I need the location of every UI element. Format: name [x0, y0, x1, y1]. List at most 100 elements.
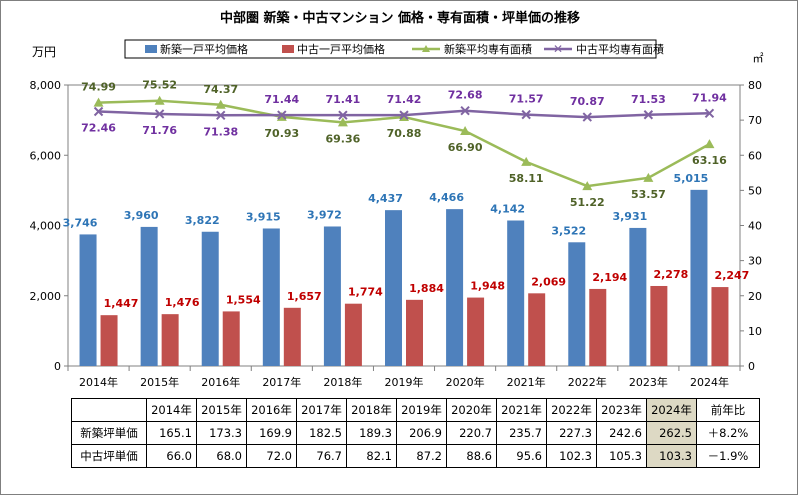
data-label-new-area: 70.88	[387, 127, 422, 140]
table-cell: 105.3	[596, 444, 647, 468]
table-header-row: 2014年 2015年 2016年 2017年 2018年 2019年 2020…	[71, 398, 760, 422]
table-cell: 220.7	[446, 421, 497, 445]
bar-used-price	[406, 299, 423, 366]
data-label-new-price: 3,972	[307, 208, 342, 221]
marker-new-area	[460, 126, 471, 136]
bar-used-price	[161, 314, 179, 366]
bar-new-price	[140, 226, 158, 366]
data-label-new-area: 75.52	[142, 79, 177, 92]
right-axis-tick-label: 40	[748, 220, 762, 233]
table-header-cell: 2020年	[446, 398, 497, 422]
data-label-new-price: 4,142	[490, 203, 525, 216]
bar-used-price	[344, 303, 362, 366]
right-axis-tick-label: 80	[748, 79, 762, 92]
data-label-used-price: 1,774	[348, 286, 383, 299]
x-axis-tick-label: 2024年	[690, 375, 729, 389]
data-label-new-price: 3,915	[246, 210, 281, 223]
table-row-label: 中古坪単価	[71, 444, 147, 468]
legend: 新築一戸平均価格 中古一戸平均価格 新築平均専有面積 ✕ 中古平均専有面積	[124, 39, 664, 59]
data-label-used-area: 71.44	[264, 93, 299, 106]
data-label-new-price: 3,960	[124, 209, 159, 222]
legend-label-used-price: 中古一戸平均価格	[297, 42, 385, 56]
data-label-used-area: 71.41	[326, 93, 361, 106]
marker-used-area	[521, 109, 531, 120]
data-label-new-area: 58.11	[509, 172, 544, 185]
data-label-used-price: 1,554	[226, 293, 261, 306]
data-label-new-area: 74.37	[203, 83, 238, 96]
table-cell: 68.0	[196, 444, 247, 468]
table-header-cell: 2015年	[196, 398, 247, 422]
marker-used-area	[216, 110, 226, 120]
table-cell: 88.6	[446, 444, 497, 468]
data-label-new-price: 3,931	[612, 210, 647, 223]
marker-used-area	[399, 110, 409, 120]
marker-used-area	[582, 112, 592, 122]
x-axis-tick-label: 2020年	[446, 375, 485, 389]
bar-new-price	[446, 209, 464, 366]
table-header-cell: 2017年	[296, 398, 347, 422]
table-corner-cell	[71, 398, 147, 422]
table-cell: 82.1	[346, 444, 397, 468]
data-label-used-area: 71.53	[631, 93, 666, 106]
marker-used-area	[277, 110, 287, 120]
marker-used-area	[704, 108, 715, 119]
table-row-new: 新築坪単価 165.1 173.3 169.9 182.5 189.3 206.…	[71, 421, 760, 445]
bar-new-price	[507, 220, 525, 366]
marker-new-area	[582, 181, 593, 191]
data-label-used-area: 72.46	[81, 121, 116, 134]
legend-label-new-area: 新築平均専有面積	[444, 42, 532, 56]
chart-title: 中部圏 新築・中古マンション 価格・専有面積・坪単価の推移	[220, 10, 580, 26]
x-axis-tick-label: 2015年	[140, 375, 179, 389]
x-axis-tick-label: 2017年	[262, 375, 301, 389]
data-label-used-price: 1,948	[470, 280, 505, 293]
tsubo-price-table: 2014年 2015年 2016年 2017年 2018年 2019年 2020…	[71, 398, 760, 468]
table-cell: 76.7	[296, 444, 347, 468]
right-axis-tick-label: 20	[748, 290, 762, 303]
table-cell: 182.5	[296, 421, 347, 445]
table-header-cell-change: 前年比	[696, 398, 760, 422]
table-header-cell: 2019年	[396, 398, 447, 422]
data-label-used-area: 72.68	[448, 89, 483, 102]
data-label-used-price: 1,884	[409, 282, 444, 295]
data-label-used-area: 71.42	[387, 93, 422, 106]
legend-label-new-price: 新築一戸平均価格	[160, 42, 248, 56]
table-row-label: 新築坪単価	[71, 421, 147, 445]
right-axis-tick-label: 0	[748, 360, 755, 373]
data-label-used-area: 71.76	[142, 124, 177, 137]
table-cell: 102.3	[546, 444, 597, 468]
data-label-used-price: 1,476	[165, 296, 200, 309]
chart: 中部圏 新築・中古マンション 価格・専有面積・坪単価の推移 万円 ㎡ 新築一戸平…	[30, 10, 764, 389]
data-label-new-area: 51.22	[570, 196, 605, 209]
table-cell-change: ＋8.2%	[696, 421, 760, 445]
data-label-used-price: 1,657	[287, 290, 322, 303]
table-cell: 189.3	[346, 421, 397, 445]
data-label-used-price: 1,447	[104, 297, 139, 310]
table-cell: 206.9	[396, 421, 447, 445]
x-axis-tick-label: 2016年	[201, 375, 240, 389]
marker-new-area	[643, 172, 654, 182]
x-axis-tick-label: 2014年	[79, 375, 118, 389]
legend-marker-new-area	[422, 45, 430, 52]
table-row-used: 中古坪単価 66.0 68.0 72.0 76.7 82.1 87.2 88.6…	[71, 444, 760, 468]
table-header-cell: 2016年	[246, 398, 297, 422]
table-cell: 169.9	[246, 421, 297, 445]
legend-label-used-area: 中古平均専有面積	[576, 42, 664, 56]
data-label-used-price: 2,194	[592, 271, 627, 284]
left-axis-unit: 万円	[32, 45, 56, 59]
bar-used-price	[589, 288, 607, 366]
data-label-new-price: 3,822	[185, 214, 220, 227]
legend-swatch-used-price	[282, 45, 294, 53]
data-label-new-area: 69.36	[326, 132, 361, 145]
data-label-new-area: 53.57	[631, 188, 666, 201]
marker-used-area	[643, 110, 654, 120]
table-header-cell: 2021年	[496, 398, 547, 422]
table-header-cell: 2018年	[346, 398, 397, 422]
table-header-cell-highlight: 2024年	[646, 398, 697, 422]
bar-used-price	[711, 287, 729, 366]
marker-used-area	[338, 110, 348, 120]
right-axis-unit: ㎡	[753, 52, 764, 65]
data-label-new-price: 4,437	[368, 192, 403, 205]
data-label-new-price: 3,746	[63, 216, 98, 229]
marker-new-area	[521, 156, 532, 166]
bar-new-price	[385, 210, 402, 366]
